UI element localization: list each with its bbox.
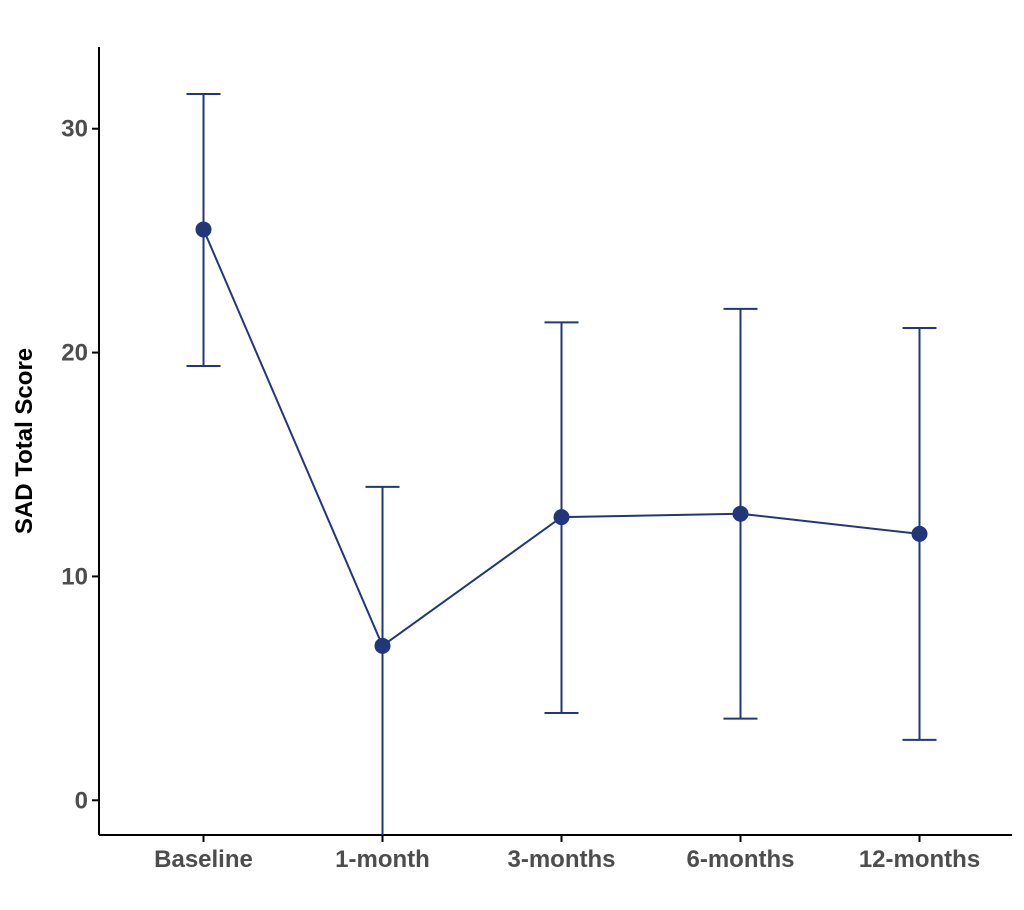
- y-axis-title: SAD Total Score: [11, 348, 38, 534]
- point: [732, 505, 749, 522]
- x-tick-label: Baseline: [154, 846, 253, 873]
- point: [195, 221, 212, 238]
- point: [553, 509, 570, 526]
- x-tick-label: 12-months: [859, 846, 980, 873]
- y-tick-label: 20: [61, 340, 88, 367]
- y-tick-label: 0: [75, 787, 88, 814]
- point: [911, 525, 928, 542]
- y-tick-label: 30: [61, 116, 88, 143]
- y-tick-label: 10: [61, 563, 88, 590]
- plot-area: [186, 93, 937, 835]
- point: [374, 637, 391, 654]
- x-tick-label: 3-months: [508, 846, 616, 873]
- x-tick-label: 6-months: [687, 846, 795, 873]
- x-tick-label: 1-month: [335, 846, 430, 873]
